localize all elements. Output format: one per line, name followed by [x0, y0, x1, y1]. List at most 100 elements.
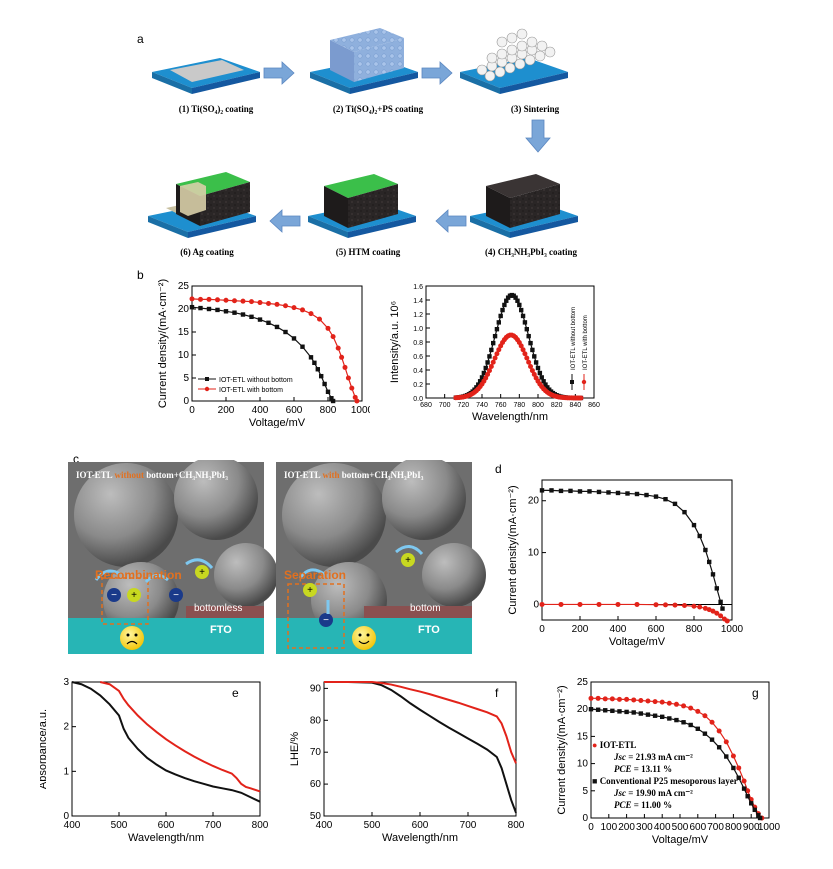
- data-point: [300, 344, 305, 349]
- x-tick-label: 760: [495, 402, 507, 409]
- legend-marker: [205, 377, 209, 381]
- data-point: [545, 385, 550, 390]
- x-tick-label: 800: [252, 820, 269, 831]
- data-point: [724, 754, 729, 759]
- plot-frame: [71, 681, 261, 817]
- data-point: [240, 298, 246, 304]
- data-point: [577, 601, 583, 607]
- step-4-device: [470, 174, 578, 238]
- fto-label-left: FTO: [210, 624, 232, 636]
- data-point: [652, 713, 658, 718]
- data-point: [257, 317, 263, 322]
- x-tick-label: 700: [707, 822, 724, 833]
- data-point: [515, 298, 520, 303]
- data-point: [198, 305, 203, 311]
- svg-text:+: +: [131, 590, 137, 601]
- data-point: [487, 354, 492, 359]
- chart-f-lhe: 400 500 600 700 800 50 60 70 80 90 Wavelength/nm LH…: [289, 681, 525, 844]
- x-tick-label: 700: [460, 820, 477, 831]
- data-point: [568, 488, 573, 494]
- data-point: [659, 699, 665, 705]
- y-tick-label: 0.2: [413, 382, 423, 389]
- data-point: [653, 494, 659, 499]
- right-title-suffix: bottom+CH₃NH₃PbI₃: [339, 470, 424, 480]
- step-1-device: [152, 58, 260, 94]
- step-6-device: [148, 172, 256, 238]
- data-point: [625, 491, 630, 496]
- x-tick-label: 0: [189, 405, 195, 416]
- left-title-suffix: bottom+CH₃NH₃PbI₃: [143, 470, 228, 480]
- panel-label-g: g: [752, 686, 759, 700]
- data-point: [476, 382, 481, 387]
- data-point: [535, 365, 541, 371]
- data-point: [634, 491, 640, 497]
- left-panel-title: IOT-ETL without bottom+CH₃NH₃PbI₃: [76, 470, 228, 480]
- data-point: [624, 696, 630, 702]
- data-point: [539, 375, 544, 380]
- y-tick-label: 50: [310, 811, 322, 822]
- chart-g-legend: ● IOT-ETL Jsc = 21.93 mA cm⁻² PCE = 13.1…: [592, 739, 738, 811]
- legend-p25-jsc: = 19.90 mA cm⁻²: [626, 788, 693, 798]
- data-point: [697, 604, 703, 610]
- data-point: [528, 340, 533, 346]
- y-tick-label: 60: [310, 779, 322, 790]
- y-tick-label: 70: [310, 747, 322, 758]
- data-point: [526, 333, 531, 339]
- svg-text:−: −: [111, 590, 117, 601]
- legend-p25-pce: = 11.00 %: [631, 800, 673, 810]
- data-point: [672, 501, 678, 507]
- data-point: [703, 547, 708, 553]
- x-axis-label: Voltage/mV: [609, 636, 666, 648]
- y-tick-label: 90: [310, 683, 322, 694]
- data-point: [325, 389, 331, 394]
- data-point: [532, 354, 537, 359]
- data-point: [745, 788, 751, 794]
- data-point: [291, 336, 297, 341]
- legend-p25-jsc-label: Jsc: [614, 788, 626, 798]
- x-tick-label: 100: [600, 822, 617, 833]
- data-point: [645, 698, 651, 704]
- y-tick-label: 20: [577, 704, 589, 715]
- data-point: [330, 398, 336, 404]
- data-point: [522, 320, 528, 325]
- data-point: [681, 720, 686, 725]
- legend-label: IOT-ETL without bottom: [219, 377, 293, 384]
- y-axis-label: Current density/(mA·cm⁻²): [556, 685, 568, 814]
- data-point: [741, 778, 747, 784]
- svg-text:+: +: [199, 567, 205, 578]
- x-tick-label: 820: [551, 402, 563, 409]
- data-point: [577, 489, 583, 494]
- data-point: [644, 492, 649, 498]
- data-point: [723, 739, 729, 745]
- legend-entry-iot: ● IOT-ETL: [592, 740, 637, 750]
- y-axis-label: Absorbance/a.u.: [40, 709, 49, 789]
- series-line-1: [191, 298, 358, 402]
- right-title-prefix: IOT-ETL: [284, 470, 323, 480]
- data-point: [710, 608, 716, 614]
- data-point: [596, 601, 602, 607]
- series-line-0: [191, 306, 334, 402]
- x-tick-label: 800: [532, 402, 544, 409]
- fto-label-right: FTO: [418, 624, 440, 636]
- y-tick-label: 5: [582, 786, 588, 797]
- bottom-label: bottom: [410, 603, 441, 614]
- data-point: [667, 716, 672, 721]
- x-tick-label: 400: [316, 820, 333, 831]
- data-point: [291, 305, 297, 311]
- y-tick-label: 10: [577, 759, 589, 770]
- data-point: [731, 765, 736, 771]
- data-point: [706, 607, 712, 613]
- step-caption-6: (6) Ag coating: [180, 247, 234, 257]
- data-point: [315, 367, 320, 372]
- left-title-highlight: without: [114, 470, 144, 480]
- data-point: [345, 375, 351, 381]
- y-tick-label: 10: [178, 350, 190, 361]
- y-tick-label: 80: [310, 715, 322, 726]
- arrow-down-icon: [525, 119, 551, 153]
- data-point: [488, 363, 494, 369]
- y-tick-label: 0.6: [413, 354, 423, 361]
- plot-frame: [425, 285, 595, 399]
- data-point: [549, 488, 554, 493]
- y-tick-label: 1.4: [413, 298, 423, 305]
- data-point: [610, 708, 615, 714]
